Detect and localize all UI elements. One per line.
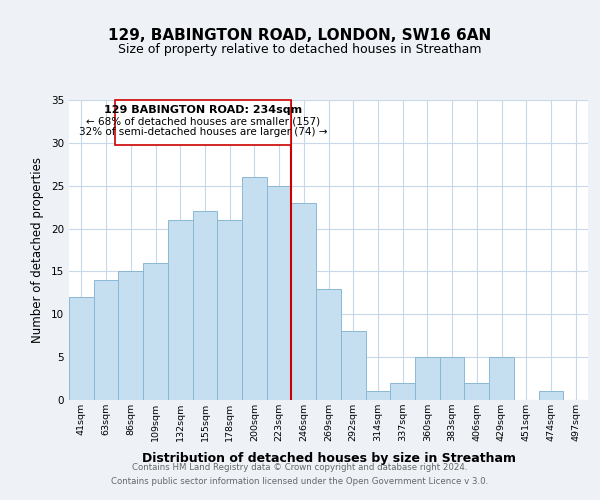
Bar bbox=[193, 212, 217, 400]
Bar bbox=[94, 280, 118, 400]
Bar bbox=[365, 392, 390, 400]
Bar bbox=[341, 332, 365, 400]
Text: 129, BABINGTON ROAD, LONDON, SW16 6AN: 129, BABINGTON ROAD, LONDON, SW16 6AN bbox=[109, 28, 491, 42]
Bar bbox=[118, 272, 143, 400]
Bar bbox=[292, 203, 316, 400]
FancyBboxPatch shape bbox=[115, 100, 291, 144]
Bar bbox=[217, 220, 242, 400]
Bar bbox=[415, 357, 440, 400]
Text: Contains HM Land Registry data © Crown copyright and database right 2024.: Contains HM Land Registry data © Crown c… bbox=[132, 464, 468, 472]
Bar bbox=[440, 357, 464, 400]
Bar bbox=[390, 383, 415, 400]
Y-axis label: Number of detached properties: Number of detached properties bbox=[31, 157, 44, 343]
Text: Contains public sector information licensed under the Open Government Licence v : Contains public sector information licen… bbox=[112, 477, 488, 486]
Bar bbox=[539, 392, 563, 400]
Bar bbox=[316, 288, 341, 400]
Bar bbox=[464, 383, 489, 400]
Text: 129 BABINGTON ROAD: 234sqm: 129 BABINGTON ROAD: 234sqm bbox=[104, 105, 302, 115]
Text: ← 68% of detached houses are smaller (157): ← 68% of detached houses are smaller (15… bbox=[86, 116, 320, 126]
Bar bbox=[69, 297, 94, 400]
Bar bbox=[489, 357, 514, 400]
Bar bbox=[242, 177, 267, 400]
Bar bbox=[143, 263, 168, 400]
X-axis label: Distribution of detached houses by size in Streatham: Distribution of detached houses by size … bbox=[142, 452, 515, 466]
Bar bbox=[267, 186, 292, 400]
Text: 32% of semi-detached houses are larger (74) →: 32% of semi-detached houses are larger (… bbox=[79, 127, 327, 137]
Bar bbox=[168, 220, 193, 400]
Text: Size of property relative to detached houses in Streatham: Size of property relative to detached ho… bbox=[118, 42, 482, 56]
